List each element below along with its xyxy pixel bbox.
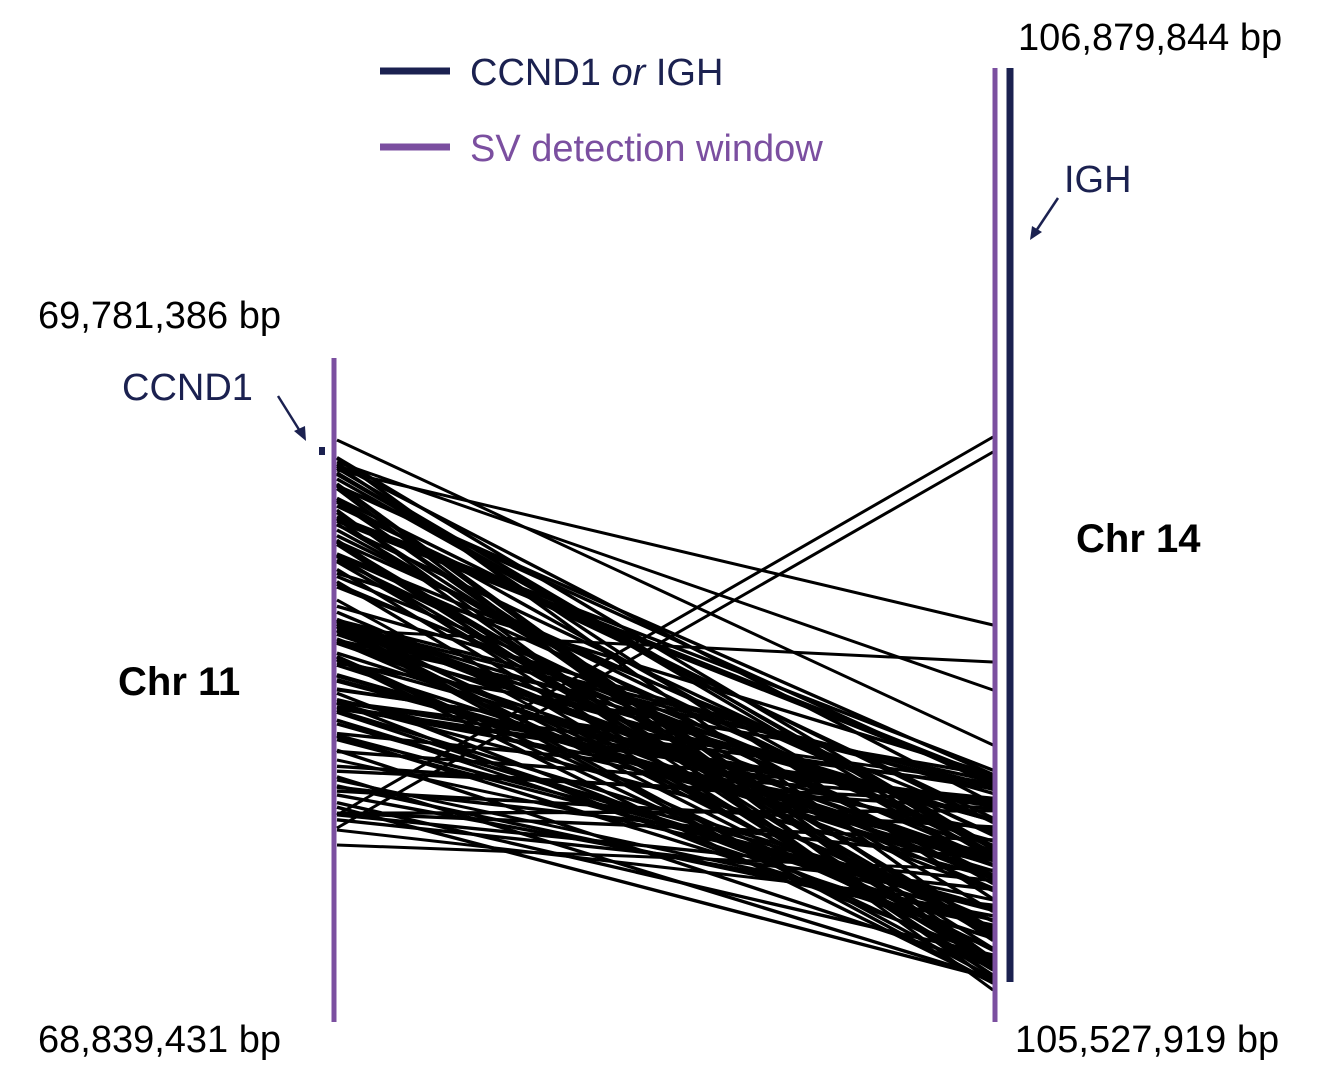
sv-link [336, 618, 994, 788]
sv-link [336, 678, 994, 857]
sv-link [336, 805, 994, 981]
sv-link [336, 522, 994, 913]
ccnd1-label: CCND1 [122, 367, 253, 409]
ccnd1-arrow-icon [276, 395, 306, 441]
sv-link [336, 460, 994, 692]
sv-link [336, 813, 994, 883]
legend: CCND1 or IGH SV detection window [380, 52, 823, 170]
sv-link [336, 784, 994, 927]
igh-label: IGH [1064, 159, 1132, 201]
sv-link [336, 515, 994, 772]
sv-link [336, 498, 994, 965]
sv-link [336, 582, 994, 862]
ccnd1-gene-mark [319, 447, 325, 455]
sv-link [336, 687, 994, 791]
sv-link [336, 466, 994, 856]
sv-link [336, 625, 994, 980]
chr14-name: Chr 14 [1076, 517, 1201, 561]
sv-link [336, 641, 994, 868]
sv-link [336, 468, 994, 627]
chr11-bottom-label: 68,839,431 bp [38, 1019, 281, 1061]
chr14-bottom-label: 105,527,919 bp [1015, 1019, 1279, 1061]
sv-link [336, 540, 994, 931]
sv-link [336, 734, 994, 940]
legend-window-label: SV detection window [470, 128, 823, 170]
igh-arrow-icon [1030, 197, 1060, 240]
chr14-top-label: 106,879,844 bp [1018, 17, 1282, 59]
sv-link [336, 628, 994, 985]
sv-links [335, 435, 995, 992]
sv-link [336, 764, 994, 811]
sv-link [336, 700, 994, 805]
legend-gene-label: CCND1 or IGH [470, 52, 723, 94]
chr11-name: Chr 11 [118, 660, 240, 704]
sv-link [336, 438, 994, 747]
chr11-top-label: 69,781,386 bp [38, 295, 281, 337]
sv-link [336, 632, 994, 861]
